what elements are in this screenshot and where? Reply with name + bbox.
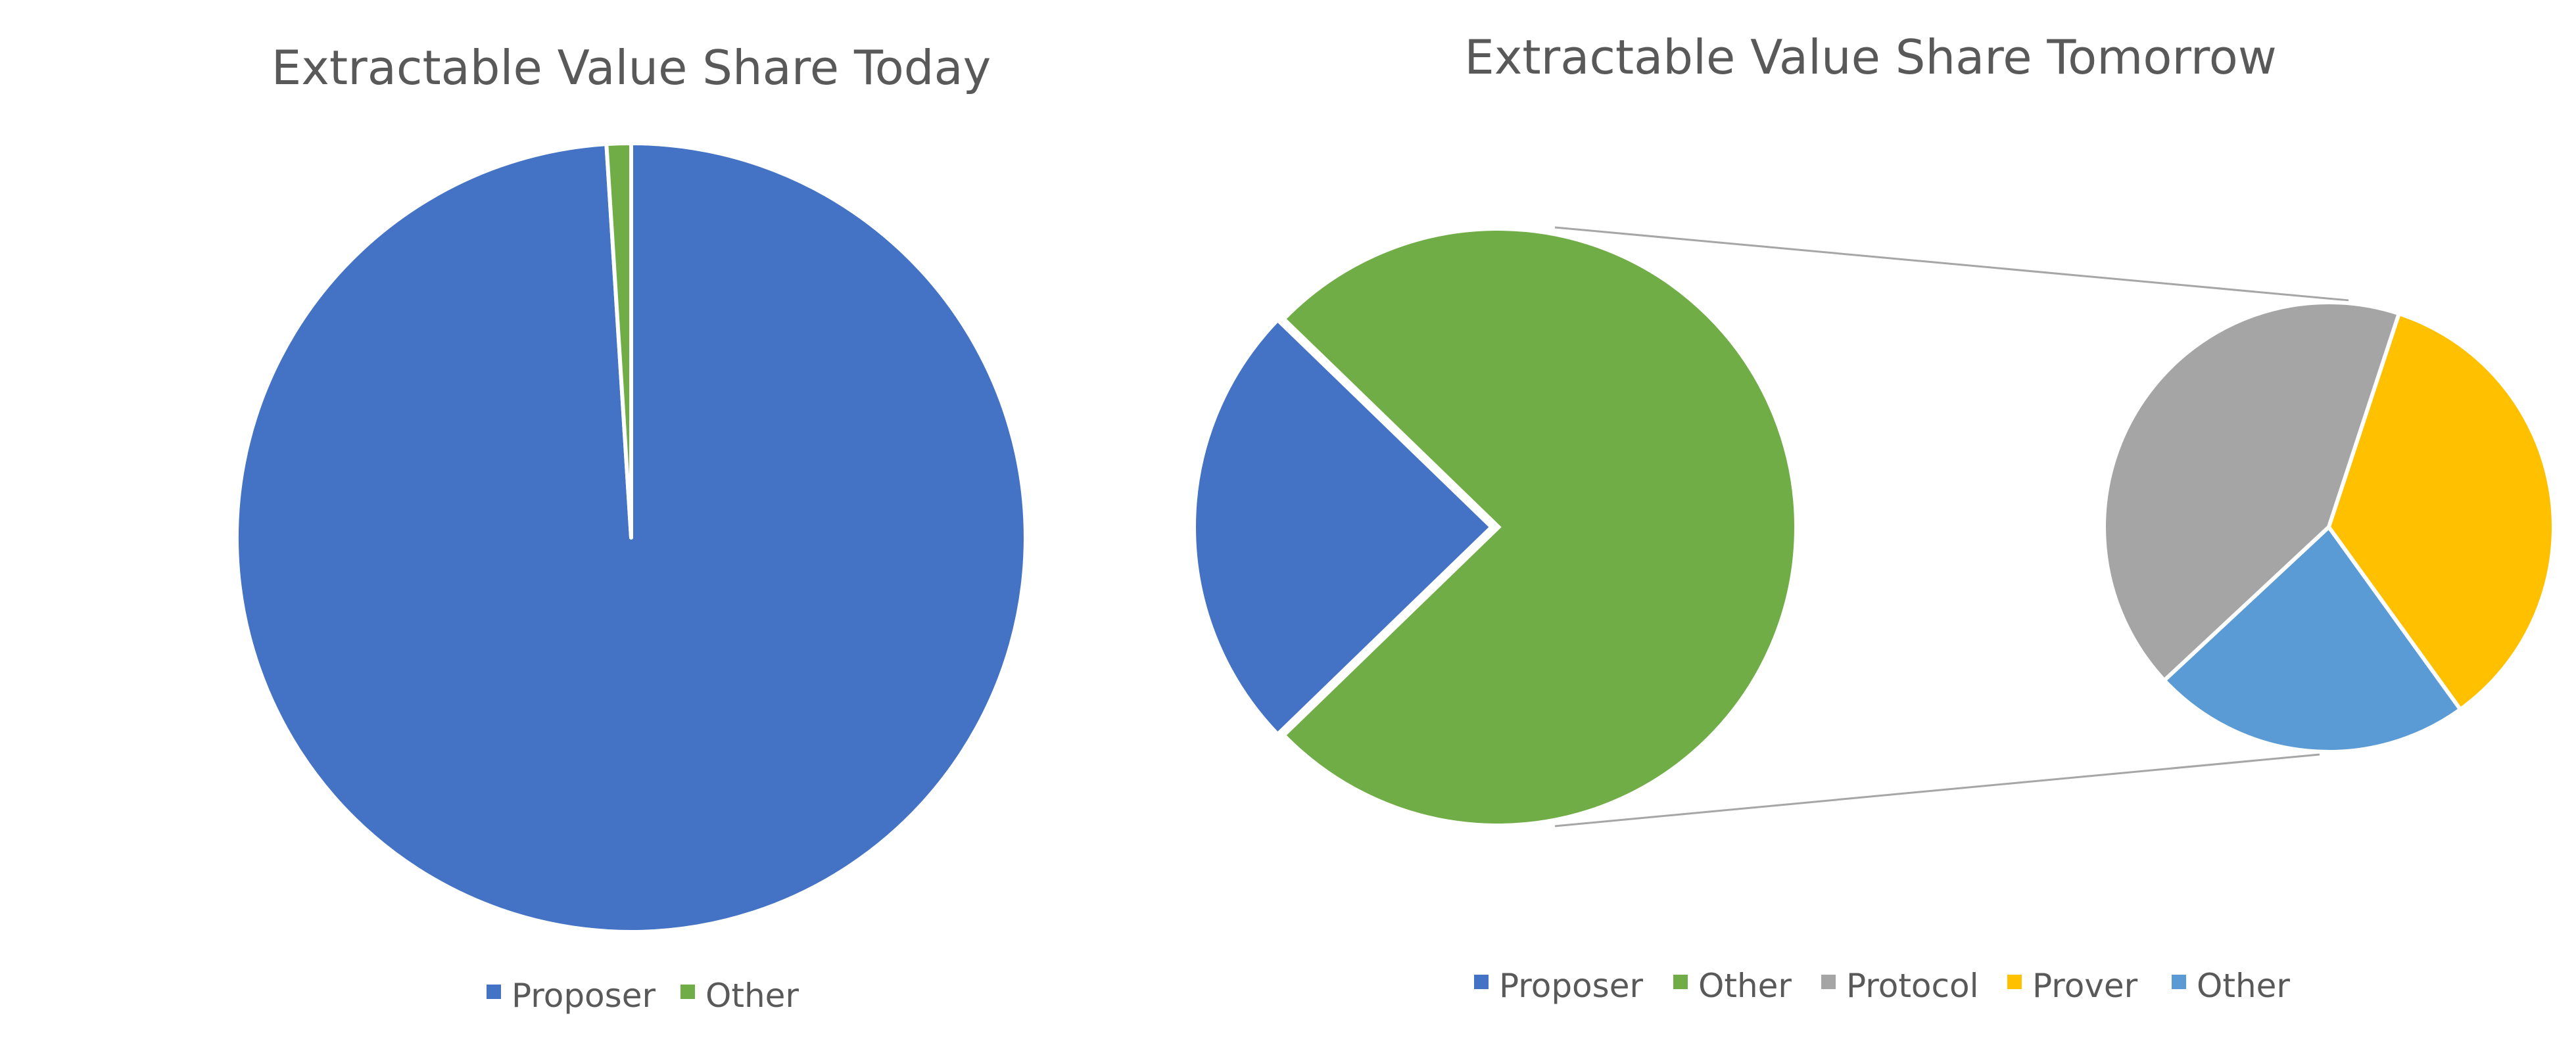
- chart-today: Extractable Value Share Today Proposer Ot…: [234, 40, 1028, 1015]
- pie-tomorrow-secondary-slice-prover: [2327, 312, 2556, 712]
- tomorrow-legend-swatch-other-1: [1673, 975, 1688, 989]
- tomorrow-legend-label-proposer-0: Proposer: [1499, 967, 1643, 1005]
- connector-line-top: [1554, 226, 2349, 302]
- pie-tomorrow-secondary-slice-other: [2162, 525, 2463, 754]
- chart-tomorrow: Extractable Value Share Tomorrow Propose…: [1190, 30, 2556, 1005]
- chart-tomorrow-connector-lines: [1554, 226, 2349, 827]
- chart-tomorrow-title: Extractable Value Share Tomorrow: [1464, 30, 2276, 85]
- tomorrow-legend-label-protocol-2: Protocol: [1846, 967, 1979, 1005]
- connector-line-bottom: [1554, 753, 2320, 827]
- tomorrow-legend-label-other-1: Other: [1698, 967, 1792, 1005]
- pie-tomorrow-slice-other: [1279, 225, 1800, 829]
- chart-tomorrow-secondary-slices: [2102, 300, 2556, 754]
- today-legend-label-other-1: Other: [705, 977, 799, 1015]
- chart-tomorrow-legend: Proposer Other Protocol Prover Other: [1474, 967, 2290, 1005]
- pie-today-slice-other: [604, 141, 633, 540]
- chart-today-slices: [234, 141, 1028, 934]
- chart-tomorrow-primary-slices: [1190, 225, 1800, 829]
- tomorrow-legend-swatch-proposer-0: [1474, 975, 1489, 989]
- today-legend-swatch-other-1: [680, 985, 695, 999]
- today-legend-label-proposer-0: Proposer: [512, 977, 656, 1015]
- chart-today-title: Extractable Value Share Today: [272, 40, 991, 95]
- tomorrow-legend-swatch-prover-3: [2007, 975, 2022, 989]
- tomorrow-legend-swatch-protocol-2: [1821, 975, 1836, 989]
- pie-tomorrow-slice-proposer: [1190, 315, 1496, 739]
- tomorrow-legend-label-prover-3: Prover: [2032, 967, 2138, 1005]
- chart-today-legend: Proposer Other: [487, 977, 799, 1015]
- today-legend-swatch-proposer-0: [487, 985, 501, 999]
- pie-tomorrow-secondary-slice-protocol: [2102, 300, 2401, 683]
- tomorrow-legend-swatch-other-4: [2172, 975, 2186, 989]
- tomorrow-legend-label-other-4: Other: [2197, 967, 2290, 1005]
